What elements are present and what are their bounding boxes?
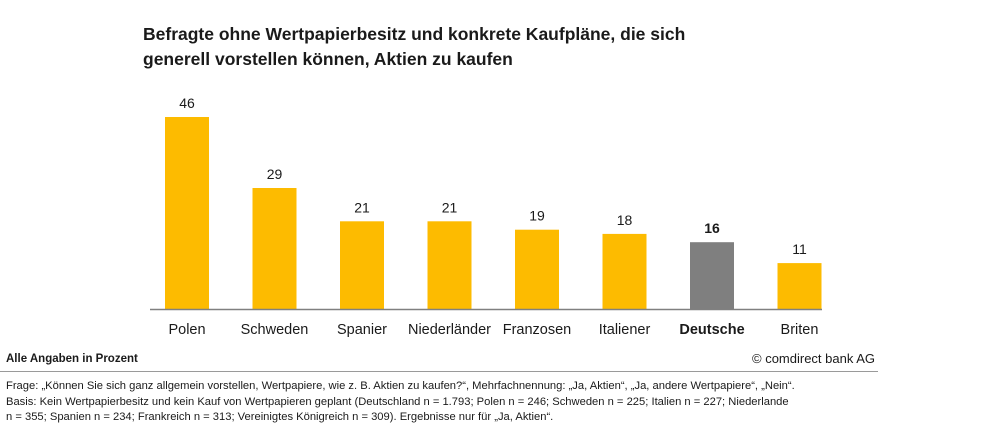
chart-title-line-2: generell vorstellen können, Aktien zu ka… [143, 49, 513, 69]
category-label-niederlander: Niederländer [408, 322, 491, 338]
data-labels-group: 46 29 21 21 19 18 16 11 [179, 95, 807, 257]
bar-schweden [252, 188, 297, 309]
footer-divider [0, 371, 878, 372]
bar-italiener [602, 233, 647, 309]
category-label-schweden: Schweden [241, 322, 309, 338]
bars-group [165, 117, 822, 309]
unit-note: Alle Angaben in Prozent [6, 353, 138, 365]
category-label-deutsche: Deutsche [679, 322, 744, 338]
bar-franzosen [515, 229, 559, 309]
footnotes: Frage: „Können Sie sich ganz allgemein v… [6, 379, 886, 426]
value-label-italiener: 18 [617, 212, 633, 228]
value-label-franzosen: 19 [529, 208, 545, 224]
chart-title: Befragte ohne Wertpapierbesitz und konkr… [143, 22, 763, 72]
category-label-briten: Briten [781, 322, 819, 338]
category-label-spanier: Spanier [337, 322, 387, 338]
bar-briten [777, 263, 822, 309]
bar-chart: 46 29 21 21 19 18 16 11 Polen Schweden Spanier Nie… [150, 95, 822, 338]
copyright-text: © comdirect bank AG [752, 351, 876, 366]
value-label-spanier: 21 [354, 199, 370, 215]
bar-deutsche [690, 242, 734, 309]
value-label-niederlander: 21 [442, 199, 458, 215]
category-label-italiener: Italiener [599, 322, 651, 338]
value-label-polen: 46 [179, 95, 195, 111]
value-label-briten: 11 [792, 241, 807, 257]
bar-spanier [340, 221, 384, 309]
bar-niederlander [427, 221, 472, 309]
category-labels-group: Polen Schweden Spanier Niederländer Franzose… [168, 322, 818, 338]
footnote-question: Frage: „Können Sie sich ganz allgemein v… [6, 380, 795, 392]
chart-title-line-1: Befragte ohne Wertpapierbesitz und konkr… [143, 24, 686, 44]
category-label-franzosen: Franzosen [503, 322, 572, 338]
footnote-basis-1: Basis: Kein Wertpapierbesitz und kein Ka… [6, 395, 789, 408]
footnote-basis-2: n = 355; Spanien n = 234; Frankreich n =… [6, 411, 554, 423]
bar-polen [165, 117, 209, 309]
category-label-polen: Polen [168, 322, 205, 338]
value-label-schweden: 29 [267, 166, 283, 182]
value-label-deutsche: 16 [704, 220, 720, 236]
